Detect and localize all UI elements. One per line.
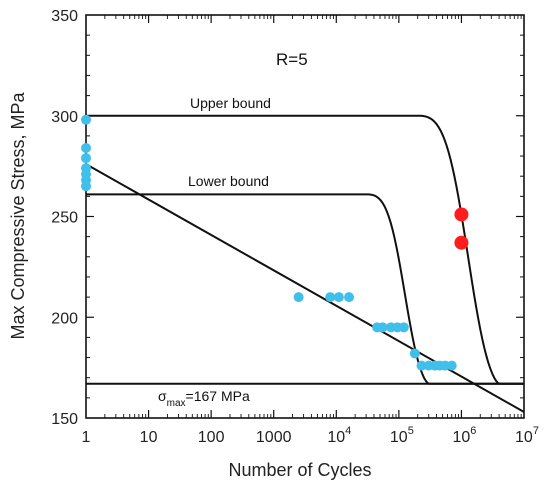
data-point-blue (446, 360, 457, 371)
sigma-subscript: max (167, 398, 186, 409)
x-tick-label: 105 (390, 425, 414, 446)
data-point-blue (409, 348, 420, 359)
x-tick-base: 10 (140, 429, 158, 446)
x-tick-base: 10 (390, 429, 408, 446)
data-point-blue (398, 322, 409, 333)
sigma-value: =167 MPa (186, 388, 250, 404)
y-tick-label: 150 (51, 411, 78, 428)
annotation-ratio: R=5 (276, 50, 308, 69)
x-tick-label: 10 (140, 429, 158, 446)
data-point-blue (81, 153, 91, 164)
sigma-symbol: σ (158, 388, 167, 404)
y-tick-label: 250 (51, 210, 78, 227)
x-tick-base: 100 (198, 429, 225, 446)
x-tick-label: 107 (515, 425, 539, 446)
annotation-upper-bound: Upper bound (190, 95, 271, 111)
x-tick-label: 104 (327, 425, 351, 446)
y-axis-ticks: 150 200 250 300 350 (51, 8, 524, 428)
data-point-red (454, 235, 469, 250)
annotation-endurance: σmax=167 MPa (158, 388, 250, 409)
y-axis-title: Max Compressive Stress, MPa (8, 91, 28, 339)
upper-bound-curve (86, 114, 524, 385)
sn-fit-line (85, 163, 525, 413)
data-point-blue (81, 181, 91, 192)
x-tick-base: 10 (327, 429, 345, 446)
x-tick-base: 10 (515, 429, 533, 446)
x-tick-exponent: 7 (533, 425, 539, 437)
x-tick-base: 10 (452, 429, 470, 446)
x-tick-base: 1 (82, 429, 91, 446)
x-tick-label: 106 (452, 425, 476, 446)
x-tick-base: 1000 (256, 429, 292, 446)
data-point-blue (416, 360, 427, 371)
data-points (81, 114, 469, 371)
data-point-blue (81, 142, 91, 153)
annotation-lower-bound: Lower bound (188, 173, 269, 189)
data-point-blue (81, 114, 91, 125)
x-axis-ticks: 1 10 100 1000 104 105 106 107 (82, 15, 539, 446)
data-point-blue (344, 292, 355, 303)
y-tick-label: 200 (51, 310, 78, 327)
x-tick-exponent: 5 (408, 425, 414, 437)
data-point-blue (293, 292, 304, 303)
data-point-blue (377, 322, 388, 333)
data-point-red (454, 207, 469, 222)
x-tick-exponent: 4 (345, 425, 351, 437)
x-tick-exponent: 6 (470, 425, 476, 437)
x-tick-label: 100 (198, 429, 225, 446)
x-tick-label: 1000 (256, 429, 292, 446)
data-point-blue (325, 292, 336, 303)
x-axis-title: Number of Cycles (228, 460, 371, 480)
y-tick-label: 350 (51, 8, 78, 25)
curves (85, 114, 525, 413)
data-point-blue (333, 292, 344, 303)
y-tick-label: 300 (51, 109, 78, 126)
x-tick-label: 1 (82, 429, 91, 446)
